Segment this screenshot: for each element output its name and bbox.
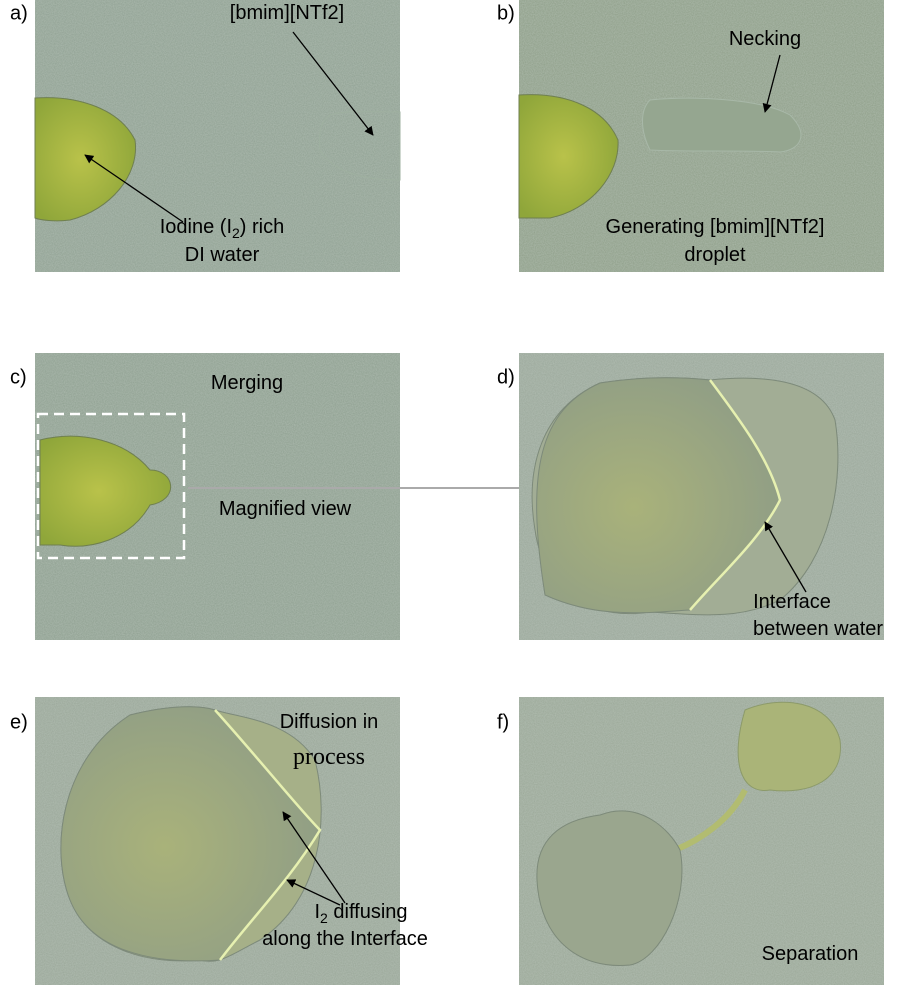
annotation: Magnified view	[219, 498, 352, 520]
annotation-text: Merging	[211, 372, 283, 394]
annotation-text: Diffusion in	[280, 711, 379, 733]
figure: a)[bmim][NTf2]Iodine (I2) richDI waterb)…	[0, 0, 898, 985]
annotation: process	[293, 744, 365, 770]
panel-c-image	[35, 353, 560, 640]
annotation: Interface	[753, 591, 831, 613]
annotation-text: between water	[753, 618, 883, 640]
annotation: [bmim][NTf2]	[230, 2, 344, 24]
annotation: Necking	[729, 28, 801, 50]
annotation-text: Necking	[729, 28, 801, 50]
annotation: Generating [bmim][NTf2]	[606, 216, 825, 238]
annotation-text: ) rich	[240, 216, 284, 238]
annotation-text: DI water	[185, 244, 260, 266]
annotation: droplet	[684, 244, 746, 266]
annotation: Diffusion in	[280, 711, 379, 733]
annotation-text: along the Interface	[262, 928, 428, 950]
annotation: along the Interface	[262, 928, 428, 950]
annotation-text: Separation	[762, 943, 859, 965]
panel-label: c)	[10, 366, 27, 388]
annotation-text: diffusing	[328, 901, 408, 923]
panel-label: a)	[10, 2, 28, 24]
annotation: DI water	[185, 244, 260, 266]
annotation: I2 diffusing	[314, 901, 407, 925]
panel-label: f)	[497, 711, 509, 733]
annotation-text: Interface	[753, 591, 831, 613]
panel-label: d)	[497, 366, 515, 388]
annotation-text: droplet	[684, 244, 746, 266]
subscript: 2	[232, 225, 240, 241]
annotation: Separation	[762, 943, 859, 965]
annotation-text: Magnified view	[219, 498, 352, 520]
annotation: between water	[753, 618, 883, 640]
annotation: Iodine (I2) rich	[160, 216, 285, 240]
subscript: 2	[320, 910, 328, 926]
annotation-text: [bmim][NTf2]	[230, 2, 344, 24]
panel-label: b)	[497, 2, 515, 24]
panel-f-image	[519, 697, 884, 985]
panel-label: e)	[10, 711, 28, 733]
annotation-text: Iodine (I	[160, 216, 232, 238]
annotation-text: process	[293, 744, 365, 770]
annotation: Merging	[211, 372, 283, 394]
annotation-text: Generating [bmim][NTf2]	[606, 216, 825, 238]
